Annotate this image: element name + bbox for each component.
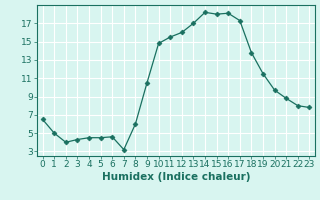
X-axis label: Humidex (Indice chaleur): Humidex (Indice chaleur) — [102, 172, 250, 182]
